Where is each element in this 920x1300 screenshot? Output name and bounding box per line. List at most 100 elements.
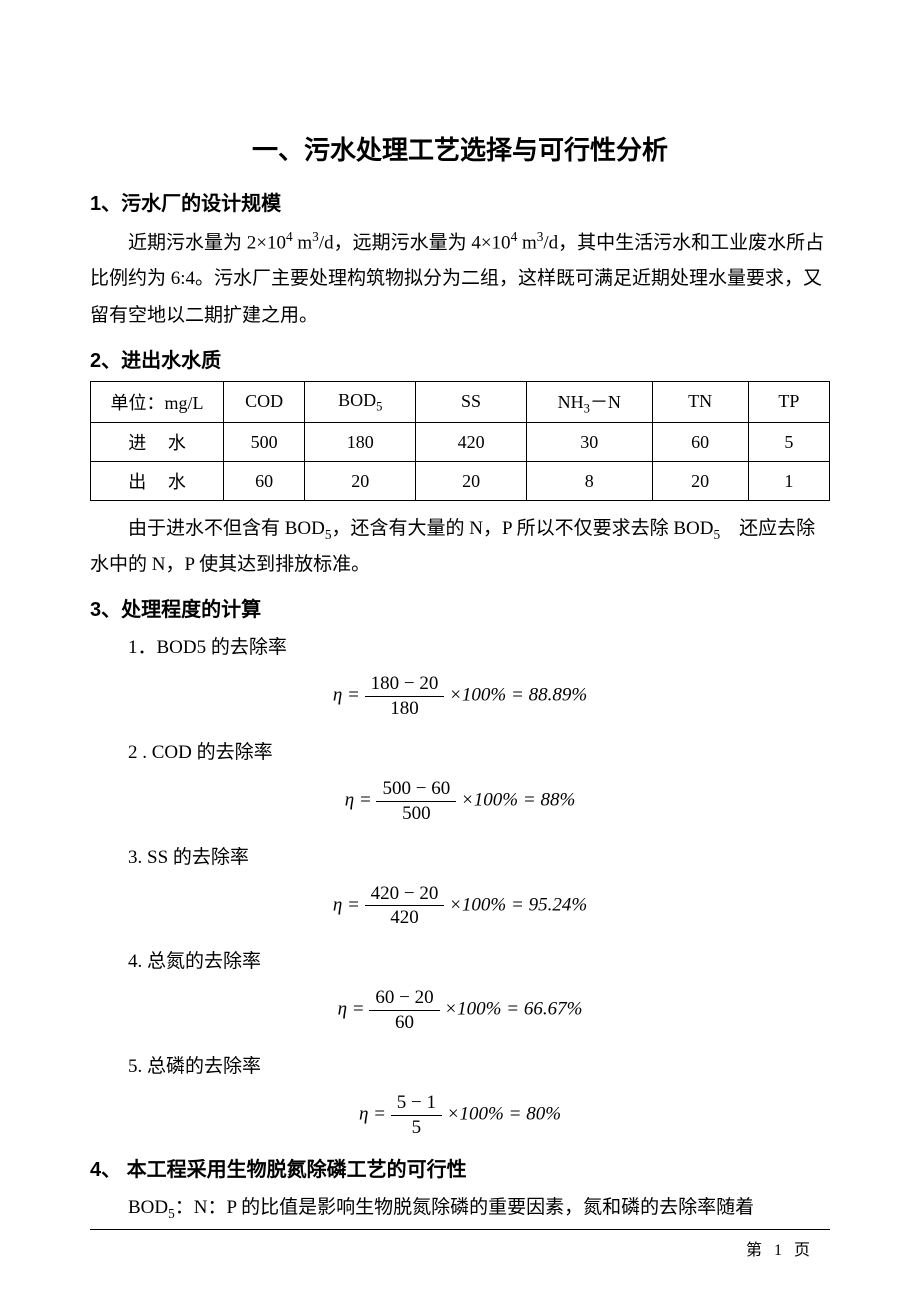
section-4-paragraph: BOD5：N：P 的比值是影响生物脱氮除磷的重要因素，氮和磷的去除率随着 [90, 1190, 830, 1226]
fraction: 420 − 20 420 [365, 882, 445, 931]
table-cell: 20 [305, 462, 416, 501]
page-number: 第 1 页 [746, 1236, 810, 1260]
equals: = [373, 1103, 386, 1124]
subscript: 5 [168, 1206, 175, 1221]
table-row: 出水 60 20 20 8 20 1 [91, 462, 830, 501]
times-100: ×100% = [461, 790, 536, 811]
table-header-cell: NH3－N [526, 381, 652, 423]
table-cell: 20 [416, 462, 527, 501]
section-4-heading: 4、 本工程采用生物脱氮除磷工艺的可行性 [90, 1153, 830, 1182]
calc-item-5-formula: η = 5 − 1 5 ×100% = 80% [90, 1091, 830, 1140]
numerator: 5 − 1 [391, 1091, 442, 1116]
fraction: 500 − 60 500 [376, 777, 456, 826]
times-100: ×100% = [447, 1103, 522, 1124]
table-header-cell: BOD5 [305, 381, 416, 423]
denominator: 5 [391, 1116, 442, 1140]
result: 88.89% [529, 685, 588, 706]
result: 95.24% [529, 894, 588, 915]
calc-item-4-formula: η = 60 − 20 60 ×100% = 66.67% [90, 986, 830, 1035]
table-cell: 60 [652, 423, 748, 462]
equals: = [359, 790, 372, 811]
table-cell: 出水 [91, 462, 224, 501]
section-2-paragraph: 由于进水不但含有 BOD5，还含有大量的 N，P 所以不仅要求去除 BOD5 还… [90, 511, 830, 583]
eta-symbol: η [359, 1103, 368, 1124]
denominator: 420 [365, 906, 445, 930]
fraction: 180 − 20 180 [365, 672, 445, 721]
table-cell: 420 [416, 423, 527, 462]
text: 水 [168, 472, 186, 492]
text: m [293, 232, 313, 253]
table-row: 进水 500 180 420 30 60 5 [91, 423, 830, 462]
equals: = [352, 999, 365, 1020]
table-header-cell: TN [652, 381, 748, 423]
footer-divider [90, 1229, 830, 1230]
superscript: 4 [286, 229, 293, 244]
page-title: 一、污水处理工艺选择与可行性分析 [90, 130, 830, 167]
table-cell: 60 [224, 462, 305, 501]
table-cell: 30 [526, 423, 652, 462]
text: m [517, 232, 537, 253]
text: 由于进水不但含有 BOD [128, 518, 325, 539]
section-3-heading: 3、处理程度的计算 [90, 593, 830, 622]
text: ：N：P 的比值是影响生物脱氮除磷的重要因素，氮和磷的去除率随着 [175, 1197, 754, 1218]
section-1-heading: 1、污水厂的设计规模 [90, 187, 830, 216]
table-header-row: 单位：mg/L COD BOD5 SS NH3－N TN TP [91, 381, 830, 423]
table-cell: 1 [748, 462, 829, 501]
table-cell: 进水 [91, 423, 224, 462]
text: 近期污水量为 2×10 [128, 232, 286, 253]
page-label: 第 [746, 1242, 762, 1259]
denominator: 500 [376, 802, 456, 826]
page-number-value: 1 [774, 1242, 782, 1259]
result: 88% [540, 790, 575, 811]
text: /d，远期污水量为 4×10 [319, 232, 511, 253]
equals: = [347, 685, 360, 706]
numerator: 60 − 20 [369, 986, 439, 1011]
text: BOD [338, 390, 376, 410]
text: BOD [128, 1197, 168, 1218]
table-header-cell: 单位：mg/L [91, 381, 224, 423]
calc-item-3-formula: η = 420 − 20 420 ×100% = 95.24% [90, 882, 830, 931]
subscript: 5 [325, 527, 332, 542]
table-header-cell: COD [224, 381, 305, 423]
text: 进 [128, 433, 168, 453]
text: －N [590, 392, 621, 412]
calc-item-4-label: 4. 总氮的去除率 [90, 944, 830, 980]
times-100: ×100% = [449, 685, 524, 706]
text: 水 [168, 433, 186, 453]
calc-item-5-label: 5. 总磷的去除率 [90, 1049, 830, 1085]
equals: = [347, 894, 360, 915]
text: NH [558, 392, 584, 412]
eta-symbol: η [333, 894, 342, 915]
text: ，还含有大量的 N，P 所以不仅要求去除 BOD [332, 518, 714, 539]
table-cell: 20 [652, 462, 748, 501]
table-header-cell: TP [748, 381, 829, 423]
text: 出 [128, 472, 168, 492]
times-100: ×100% = [444, 999, 519, 1020]
fraction: 5 − 1 5 [391, 1091, 442, 1140]
numerator: 500 − 60 [376, 777, 456, 802]
result: 80% [526, 1103, 561, 1124]
fraction: 60 − 20 60 [369, 986, 439, 1035]
eta-symbol: η [333, 685, 342, 706]
section-1-paragraph: 近期污水量为 2×104 m3/d，远期污水量为 4×104 m3/d，其中生活… [90, 224, 830, 334]
water-quality-table: 单位：mg/L COD BOD5 SS NH3－N TN TP 进水 500 1… [90, 381, 830, 502]
times-100: ×100% = [449, 894, 524, 915]
superscript: 3 [312, 229, 319, 244]
denominator: 60 [369, 1011, 439, 1035]
calc-item-1-label: 1．BOD5 的去除率 [90, 630, 830, 666]
table-cell: 500 [224, 423, 305, 462]
page-label: 页 [794, 1242, 810, 1259]
denominator: 180 [365, 697, 445, 721]
calc-item-1-formula: η = 180 − 20 180 ×100% = 88.89% [90, 672, 830, 721]
table-cell: 8 [526, 462, 652, 501]
numerator: 420 − 20 [365, 882, 445, 907]
calc-item-3-label: 3. SS 的去除率 [90, 840, 830, 876]
page: 一、污水处理工艺选择与可行性分析 1、污水厂的设计规模 近期污水量为 2×104… [0, 0, 920, 1300]
calc-item-2-label: 2 . COD 的去除率 [90, 735, 830, 771]
calc-item-2-formula: η = 500 − 60 500 ×100% = 88% [90, 777, 830, 826]
table-header-cell: SS [416, 381, 527, 423]
section-2-heading: 2、进出水水质 [90, 344, 830, 373]
subscript: 5 [376, 399, 382, 413]
result: 66.67% [524, 999, 583, 1020]
table-cell: 5 [748, 423, 829, 462]
